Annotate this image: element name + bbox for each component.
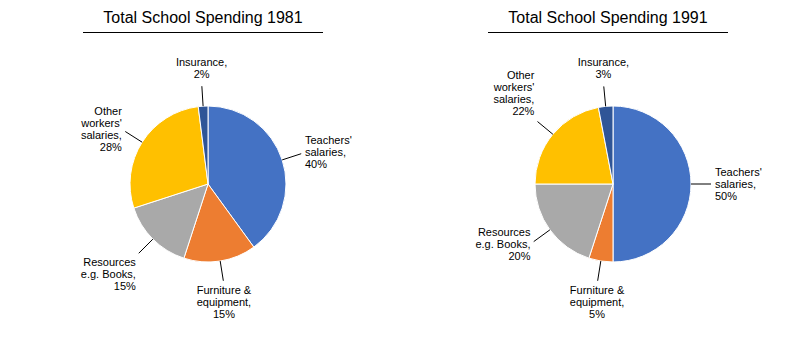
svg-text:Furniture &equipment,15%: Furniture &equipment,15% [197,284,252,320]
svg-text:Insurance,2%: Insurance,2% [176,56,227,80]
html-text:Total School Spending 1991: Total School Spending 1991 [508,9,708,26]
svg-text:Teachers'salaries,40%: Teachers'salaries,40% [305,134,352,170]
svg-text:Insurance,3%: Insurance,3% [578,56,629,80]
svg-text:Otherworkers'salaries,22%: Otherworkers'salaries,22% [493,69,535,117]
svg-text:Teachers'salaries,50%: Teachers'salaries,50% [715,166,762,202]
svg-text:Furniture &equipment,5%: Furniture &equipment,5% [570,284,625,320]
svg-text:Otherworkers'salaries,28%: Otherworkers'salaries,28% [80,105,122,153]
svg-text:Resourcese.g. Books,15%: Resourcese.g. Books,15% [81,256,137,292]
svg-text:Resourcese.g. Books,20%: Resourcese.g. Books,20% [475,226,531,262]
html-text:Total School Spending 1981: Total School Spending 1981 [103,9,303,26]
